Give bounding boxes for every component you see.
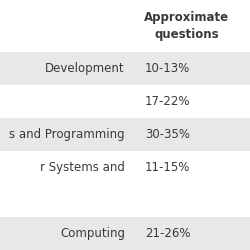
Bar: [0, 0, 250, 52]
Text: 30-35%: 30-35%: [145, 128, 190, 141]
Bar: [0, 184, 250, 217]
Text: Computing: Computing: [60, 227, 125, 240]
Text: Development: Development: [46, 62, 125, 75]
Text: r Systems and: r Systems and: [40, 161, 125, 174]
Text: 17-22%: 17-22%: [145, 95, 190, 108]
Text: Approximate
questions: Approximate questions: [144, 11, 229, 41]
Bar: [0, 118, 250, 151]
Bar: [0, 151, 250, 184]
Text: 11-15%: 11-15%: [145, 161, 190, 174]
Bar: [0, 85, 250, 118]
Bar: [0, 52, 250, 85]
Text: 10-13%: 10-13%: [145, 62, 190, 75]
Text: s and Programming: s and Programming: [10, 128, 125, 141]
Text: 21-26%: 21-26%: [145, 227, 190, 240]
Bar: [0, 217, 250, 250]
